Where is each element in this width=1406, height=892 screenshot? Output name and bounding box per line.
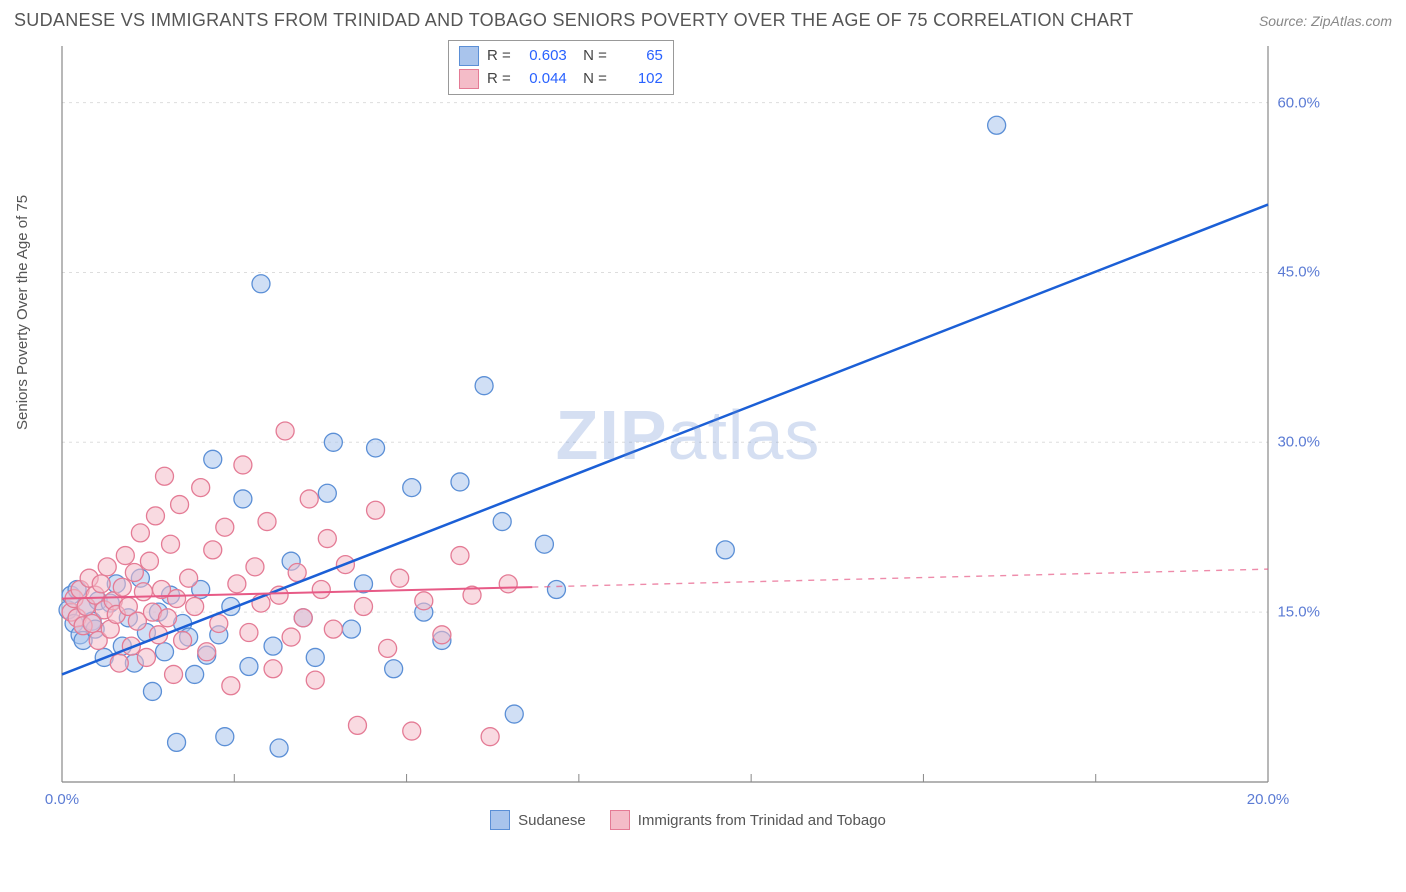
r-value: 0.603 [519,45,567,68]
r-value: 0.044 [519,68,567,91]
chart-canvas [48,40,1328,830]
stat-label: R = [487,68,511,91]
swatch-icon [459,69,479,89]
y-tick: 60.0% [1275,94,1322,111]
n-value: 102 [615,68,663,91]
x-tick: 20.0% [1247,791,1290,808]
swatch-icon [459,46,479,66]
page-title: SUDANESE VS IMMIGRANTS FROM TRINIDAD AND… [14,10,1134,31]
y-tick: 15.0% [1275,604,1322,621]
x-tick: 0.0% [45,791,79,808]
y-tick: 30.0% [1275,434,1322,451]
stat-label: N = [575,45,607,68]
stat-label: N = [575,68,607,91]
source-label: Source: ZipAtlas.com [1259,13,1392,29]
series-name: Immigrants from Trinidad and Tobago [638,812,886,829]
correlation-legend: R = 0.603 N = 65 R = 0.044 N = 102 [448,40,674,95]
stat-label: R = [487,45,511,68]
y-tick: 45.0% [1275,264,1322,281]
y-axis-label: Seniors Poverty Over the Age of 75 [14,195,31,430]
legend-row-sudanese: R = 0.603 N = 65 [459,45,663,68]
legend-item-sudanese: Sudanese [490,810,586,830]
scatter-chart: ZIPatlas R = 0.603 N = 65 R = 0.044 N = … [48,40,1328,830]
legend-item-trinidad: Immigrants from Trinidad and Tobago [610,810,886,830]
swatch-icon [610,810,630,830]
legend-row-trinidad: R = 0.044 N = 102 [459,68,663,91]
series-name: Sudanese [518,812,586,829]
series-legend: Sudanese Immigrants from Trinidad and To… [48,810,1328,830]
swatch-icon [490,810,510,830]
n-value: 65 [615,45,663,68]
